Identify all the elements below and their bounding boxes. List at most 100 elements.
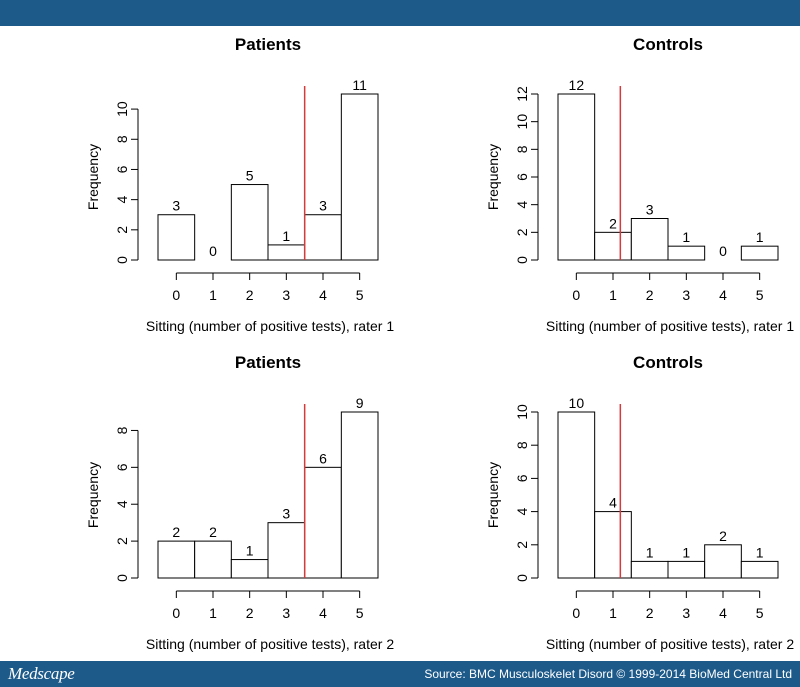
x-tick-label: 1: [209, 287, 217, 303]
histogram-bar: [304, 214, 342, 261]
bar-data-label: 1: [282, 228, 290, 244]
y-axis-label: Frequency: [485, 144, 501, 210]
x-tick-label: 5: [756, 287, 764, 303]
histogram-panel: Patients 2 2 1 3 6 9 0 1 2 3 4 5 Sitting (number of p…: [85, 353, 394, 652]
bar-data-label: 1: [682, 229, 690, 245]
y-tick-label: 10: [514, 404, 530, 420]
bar-data-label: 2: [172, 524, 180, 540]
y-tick-label: 2: [114, 537, 130, 545]
histogram-bar: [667, 245, 706, 261]
y-tick-label: 0: [514, 574, 530, 582]
y-tick-label: 8: [514, 441, 530, 449]
x-tick-label: 0: [172, 605, 180, 621]
y-tick-label: 6: [114, 463, 130, 471]
x-axis-label: Sitting (number of positive tests), rate…: [546, 318, 794, 334]
y-tick-label: 0: [114, 256, 130, 264]
y-tick-label: 0: [514, 256, 530, 264]
chart-title: Patients: [235, 35, 301, 54]
y-tick-label: 12: [514, 86, 530, 102]
y-tick-label: 6: [114, 165, 130, 173]
bar-data-label: 3: [646, 202, 654, 218]
x-tick-label: 1: [609, 605, 617, 621]
chart-title: Patients: [235, 353, 301, 372]
bar-data-label: 3: [319, 198, 327, 214]
x-axis-label: Sitting (number of positive tests), rate…: [146, 636, 394, 652]
y-tick-label: 2: [514, 228, 530, 236]
y-axis-label: Frequency: [85, 462, 101, 528]
histogram-bar: [594, 511, 632, 579]
histogram-bar: [194, 540, 232, 579]
bar-data-label: 2: [209, 524, 217, 540]
y-tick-label: 8: [114, 426, 130, 434]
bar-data-label: 11: [352, 77, 367, 93]
y-tick-label: 4: [114, 500, 130, 508]
x-tick-label: 2: [246, 605, 254, 621]
bar-data-label: 3: [282, 506, 290, 522]
histogram-bar: [667, 560, 706, 579]
histogram-bar: [230, 184, 269, 261]
y-tick-label: 8: [514, 145, 530, 153]
histogram-bar: [157, 214, 196, 261]
y-tick-label: 4: [114, 196, 130, 204]
y-tick-label: 2: [514, 541, 530, 549]
bar-data-label: 1: [246, 543, 254, 559]
chart-title: Controls: [633, 35, 703, 54]
bar-data-label: 1: [756, 229, 764, 245]
x-tick-label: 3: [282, 287, 290, 303]
histogram-bar: [267, 522, 306, 579]
x-tick-label: 0: [172, 287, 180, 303]
header-bar: [0, 0, 800, 26]
y-tick-label: 4: [514, 507, 530, 515]
bar-data-label: 9: [356, 395, 364, 411]
x-tick-label: 2: [646, 605, 654, 621]
x-tick-label: 4: [319, 605, 327, 621]
x-tick-label: 5: [356, 605, 364, 621]
x-tick-label: 4: [719, 605, 727, 621]
x-tick-label: 3: [682, 287, 690, 303]
bar-data-label: 2: [719, 528, 727, 544]
histogram-bar: [704, 544, 742, 579]
y-axis-label: Frequency: [485, 462, 501, 528]
histogram-panel: Patients 3 0 5 1 3 11 0 1 2 3 4 5 Sitting (number of …: [85, 35, 394, 334]
x-axis-label: Sitting (number of positive tests), rate…: [146, 318, 394, 334]
histogram-bar: [594, 231, 632, 261]
medscape-logo: Medscape: [8, 664, 75, 683]
bar-data-label: 0: [209, 243, 217, 259]
x-tick-label: 5: [756, 605, 764, 621]
x-axis-label: Sitting (number of positive tests), rate…: [546, 636, 794, 652]
x-tick-label: 3: [282, 605, 290, 621]
source-credit: Source: BMC Musculoskelet Disord © 1999-…: [424, 667, 792, 681]
footer-bar: Medscape Source: BMC Musculoskelet Disor…: [0, 661, 800, 687]
y-tick-label: 6: [514, 173, 530, 181]
bar-data-label: 1: [756, 544, 764, 560]
y-tick-label: 0: [114, 574, 130, 582]
bar-data-label: 10: [569, 395, 585, 411]
y-tick-label: 10: [114, 101, 130, 117]
histogram-bar: [157, 540, 196, 579]
histogram-bar: [340, 93, 379, 261]
histogram-bar: [340, 411, 379, 579]
histogram-bar: [630, 218, 669, 261]
bar-data-label: 0: [719, 243, 727, 259]
bar-data-label: 5: [246, 168, 254, 184]
y-axis-label: Frequency: [85, 144, 101, 210]
x-tick-label: 0: [572, 287, 580, 303]
bar-data-label: 2: [609, 215, 617, 231]
x-tick-label: 3: [682, 605, 690, 621]
histogram-bar: [740, 245, 779, 261]
x-tick-label: 2: [646, 287, 654, 303]
histogram-bar: [557, 93, 596, 261]
histogram-bar: [230, 559, 269, 579]
chart-title: Controls: [633, 353, 703, 372]
histogram-bar: [630, 560, 669, 579]
bar-data-label: 4: [609, 495, 617, 511]
histogram-bar: [557, 411, 596, 579]
histogram-bar: [740, 560, 779, 579]
x-tick-label: 2: [246, 287, 254, 303]
x-tick-label: 4: [719, 287, 727, 303]
histogram-bar: [304, 466, 342, 579]
x-tick-label: 0: [572, 605, 580, 621]
bar-data-label: 1: [646, 544, 654, 560]
